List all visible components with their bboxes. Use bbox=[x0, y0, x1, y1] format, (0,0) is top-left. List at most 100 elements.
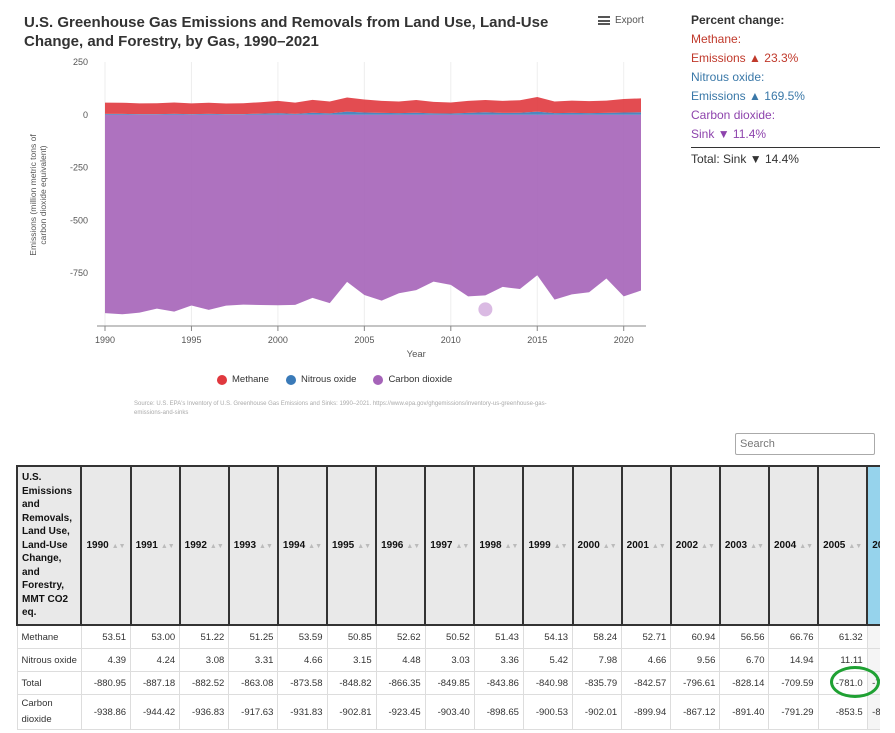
table-cell: -754.23 bbox=[866, 671, 880, 695]
x-tick-label: 2000 bbox=[268, 335, 288, 345]
column-header-1992[interactable]: 1992 ▲▼ bbox=[178, 465, 230, 626]
down-arrow-icon: ▼ bbox=[749, 152, 762, 166]
table-cell: -863.08 bbox=[228, 671, 279, 695]
sort-icon: ▲▼ bbox=[357, 543, 372, 550]
table-cell: -835.79 bbox=[572, 671, 623, 695]
table-cell: 4.66 bbox=[621, 648, 672, 672]
row-label: Total bbox=[16, 671, 82, 695]
table-cell: 11.84 bbox=[866, 648, 880, 672]
table-cell: -899.94 bbox=[621, 694, 672, 730]
table-cell: 3.15 bbox=[326, 648, 377, 672]
up-arrow-icon: ▲ bbox=[749, 89, 761, 103]
table-cell: 4.66 bbox=[277, 648, 328, 672]
column-header-1995[interactable]: 1995 ▲▼ bbox=[325, 465, 377, 626]
table-cell: 6.70 bbox=[719, 648, 770, 672]
table-cell: -853.5 bbox=[817, 694, 868, 730]
table-cell: -709.59 bbox=[768, 671, 819, 695]
legend-item-methane[interactable]: Methane bbox=[217, 374, 269, 385]
x-tick-label: 1995 bbox=[181, 335, 201, 345]
column-header-1990[interactable]: 1990 ▲▼ bbox=[80, 465, 132, 626]
table-cell: -923.45 bbox=[375, 694, 426, 730]
column-header-2005[interactable]: 2005 ▲▼ bbox=[817, 465, 868, 626]
table-cell: -796.61 bbox=[670, 671, 721, 695]
x-tick-label: 2010 bbox=[441, 335, 461, 345]
table-cell: -828.14 bbox=[719, 671, 770, 695]
sort-icon: ▲▼ bbox=[701, 543, 715, 550]
table-cell: -873.58 bbox=[277, 671, 328, 695]
column-header-2004[interactable]: 2004 ▲▼ bbox=[767, 465, 819, 626]
table-cell: 3.08 bbox=[179, 648, 230, 672]
nitrous-oxide-change: Emissions ▲ 169.5% bbox=[691, 89, 805, 103]
area-methane bbox=[105, 97, 641, 115]
table-cell: 61.32 bbox=[817, 624, 868, 649]
table-cell: -936.83 bbox=[179, 694, 230, 730]
sort-icon: ▲▼ bbox=[602, 543, 617, 550]
table-cell: 4.39 bbox=[80, 648, 132, 672]
sort-icon: ▲▼ bbox=[259, 543, 273, 550]
table-cell: -880.95 bbox=[80, 671, 132, 695]
table-cell: -903.40 bbox=[424, 694, 475, 730]
y-tick-label: -500 bbox=[70, 215, 88, 225]
table-cell: -882.52 bbox=[179, 671, 230, 695]
column-header-1996[interactable]: 1996 ▲▼ bbox=[375, 465, 426, 626]
column-header-1998[interactable]: 1998 ▲▼ bbox=[473, 465, 524, 626]
column-header-1994[interactable]: 1994 ▲▼ bbox=[276, 465, 328, 626]
table-cell: -849.85 bbox=[424, 671, 475, 695]
table-cell: -848.82 bbox=[326, 671, 377, 695]
column-header-2003[interactable]: 2003 ▲▼ bbox=[718, 465, 770, 626]
sort-icon: ▲▼ bbox=[553, 543, 568, 550]
column-header-2000[interactable]: 2000 ▲▼ bbox=[571, 465, 623, 626]
row-label: Nitrous oxide bbox=[16, 648, 82, 672]
table-cell: -791.29 bbox=[768, 694, 819, 730]
sort-icon: ▲▼ bbox=[651, 543, 666, 550]
table-cell: 11.11 bbox=[817, 648, 868, 672]
nitrous-oxide-heading: Nitrous oxide: bbox=[691, 70, 765, 84]
chart-title: U.S. Greenhouse Gas Emissions and Remova… bbox=[24, 14, 549, 50]
legend-item-nitrous-oxide[interactable]: Nitrous oxide bbox=[285, 374, 356, 385]
table-cell: -843.86 bbox=[473, 671, 524, 695]
table-cell: 53.51 bbox=[80, 624, 132, 649]
sort-icon: ▲▼ bbox=[799, 543, 814, 550]
table-row: Nitrous oxide 4.39 4.24 3.08 3.31 4.66 3.15 4.4… bbox=[16, 648, 880, 672]
table-cell: 5.42 bbox=[522, 648, 574, 672]
table-cell: -902.81 bbox=[326, 694, 377, 730]
table-cell: -902.01 bbox=[572, 694, 623, 730]
table-cell: 53.59 bbox=[277, 624, 328, 649]
legend-swatch-nitrous-oxide bbox=[285, 374, 296, 385]
down-arrow-icon: ▼ bbox=[717, 127, 730, 141]
table-cell: -842.57 bbox=[621, 671, 672, 695]
up-arrow-icon: ▲ bbox=[749, 51, 761, 65]
sort-icon: ▲▼ bbox=[455, 543, 470, 550]
methane-change: Emissions ▲ 23.3% bbox=[691, 51, 799, 65]
legend-swatch-methane bbox=[217, 374, 227, 385]
y-tick-label: 0 bbox=[83, 110, 88, 120]
table-cell: -781.0 bbox=[817, 671, 868, 695]
row-label: Carbon dioxide bbox=[16, 694, 82, 730]
table-cell: 52.71 bbox=[621, 624, 672, 649]
table-row: Total -880.95 -887.18 -882.52 -863.08 -873.58… bbox=[16, 671, 880, 695]
column-header-1991[interactable]: 1991 ▲▼ bbox=[129, 465, 181, 626]
table-cell: -867.12 bbox=[670, 694, 721, 730]
table-cell: 52.62 bbox=[375, 624, 426, 649]
table-cell: 66.76 bbox=[768, 624, 819, 649]
column-header-1999[interactable]: 1999 ▲▼ bbox=[522, 465, 574, 626]
table-cell: 51.22 bbox=[179, 624, 230, 649]
export-button[interactable]: Export bbox=[598, 15, 644, 26]
table-cell: -917.63 bbox=[228, 694, 279, 730]
legend-item-carbon-dioxide[interactable]: Carbon dioxide bbox=[373, 374, 452, 385]
table-cell: -931.83 bbox=[277, 694, 328, 730]
legend-swatch-carbon-dioxide bbox=[373, 374, 384, 385]
column-header-1997[interactable]: 1997 ▲▼ bbox=[424, 465, 475, 626]
table-cell: 53.00 bbox=[130, 624, 181, 649]
export-label: Export bbox=[615, 15, 644, 26]
search-input[interactable] bbox=[735, 433, 875, 455]
column-header-1993[interactable]: 1993 ▲▼ bbox=[227, 465, 279, 626]
data-table-container[interactable]: U.S. Emissions and Removals, Land Use, L… bbox=[16, 465, 880, 733]
column-header-2002[interactable]: 2002 ▲▼ bbox=[669, 465, 721, 626]
column-header-2021[interactable]: 2021▼ bbox=[866, 465, 880, 626]
sort-icon: ▲▼ bbox=[848, 543, 863, 550]
x-tick-label: 2020 bbox=[614, 335, 634, 345]
area-chart: 250 0 -250 -500 -750 1990 1995 2000 2005 2010 2015… bbox=[28, 57, 646, 360]
column-header-2001[interactable]: 2001 ▲▼ bbox=[620, 465, 672, 626]
table-cell: -840.98 bbox=[522, 671, 574, 695]
